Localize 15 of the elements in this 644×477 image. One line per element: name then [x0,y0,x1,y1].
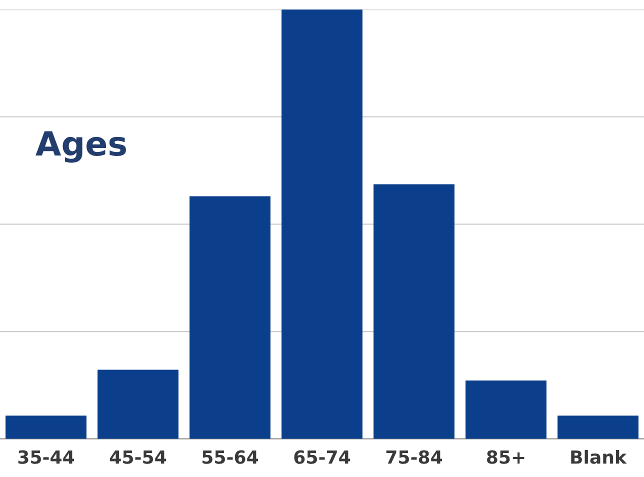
x-tick-label: 65-74 [294,450,350,464]
bar [466,380,546,439]
x-tick-label: Blank [571,450,627,464]
x-tick-label: 75-84 [386,450,442,464]
bar [558,416,638,439]
x-tick-label: 35-44 [18,450,74,464]
bar [98,370,178,439]
text: Ages [36,131,126,163]
x-tick-label: 45-54 [110,450,166,464]
bar [374,184,454,439]
bar [282,10,362,439]
x-tick-label: 55-64 [202,450,258,464]
bar [190,196,270,439]
bar [6,416,86,439]
x-tick-label: 85+ [486,450,524,464]
